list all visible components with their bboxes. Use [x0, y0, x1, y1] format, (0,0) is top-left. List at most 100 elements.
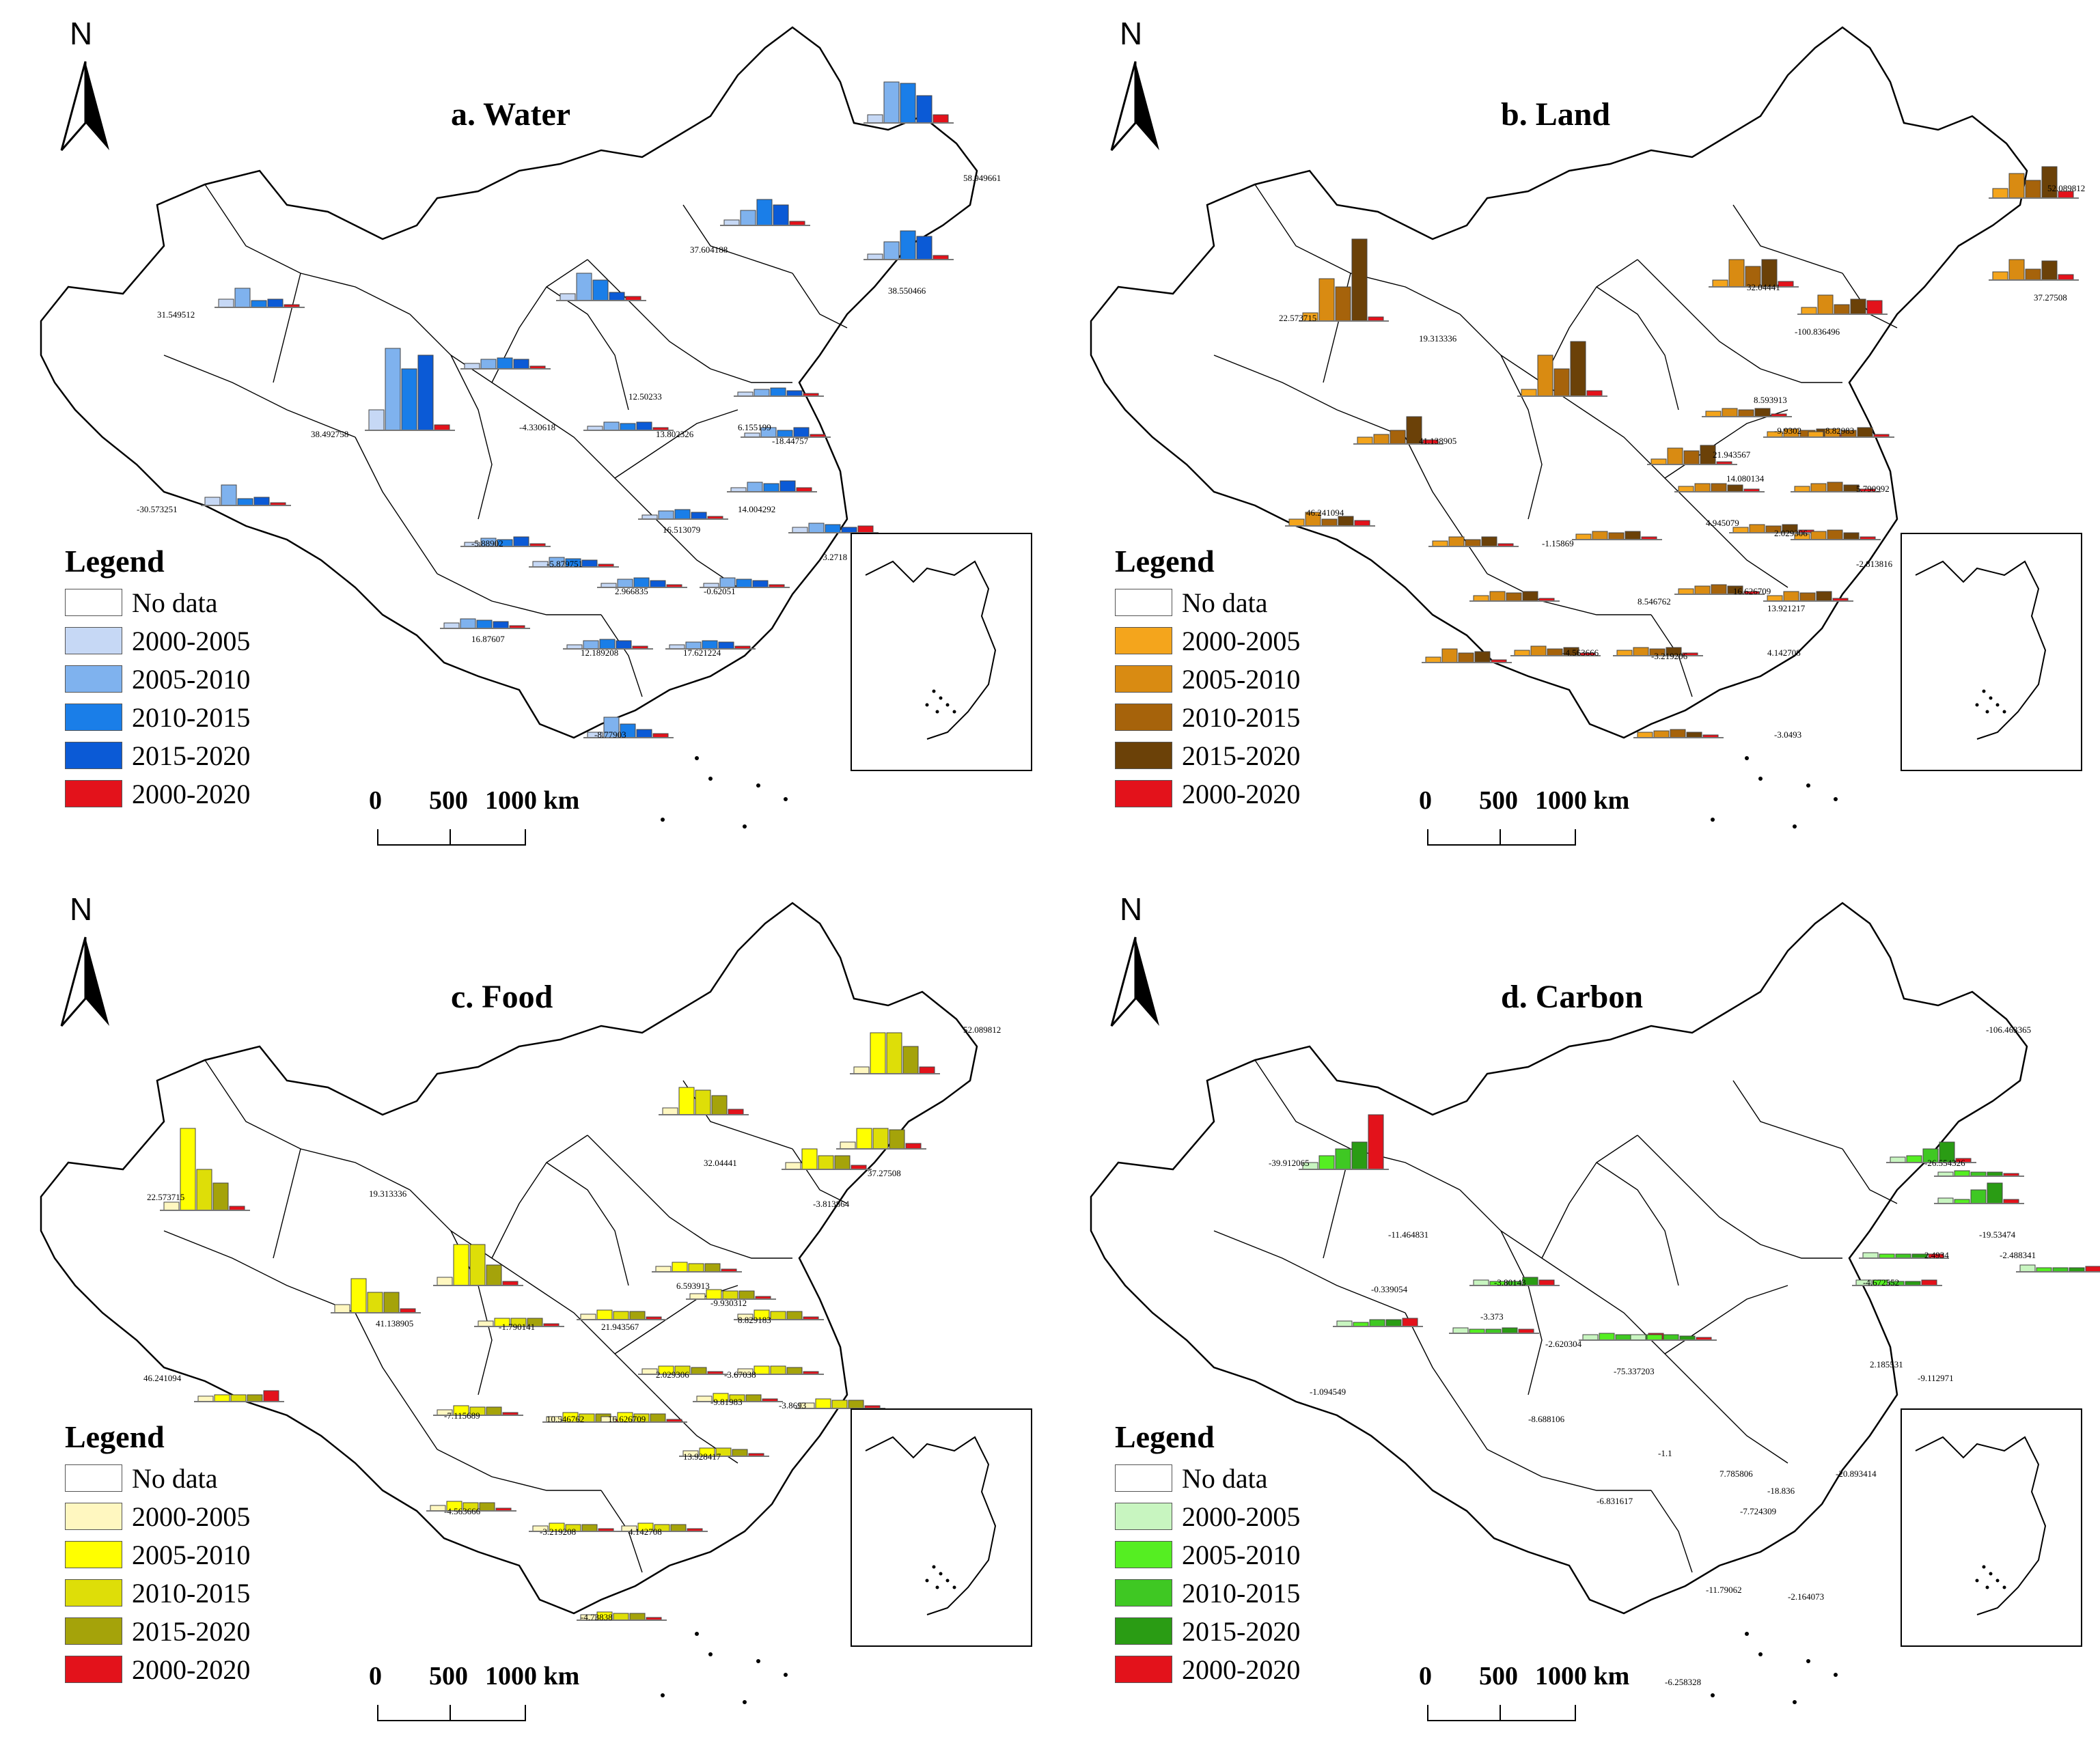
- glyph-bar-2: [1810, 531, 1827, 540]
- province-boundary: [1705, 518, 1788, 588]
- glyph-bar-2: [1530, 645, 1547, 656]
- glyph-bar-4: [1727, 484, 1743, 492]
- value-label: -4.563666: [444, 1506, 481, 1516]
- glyph-bar-4: [629, 1613, 646, 1621]
- legend-swatch: [1115, 704, 1172, 731]
- glyph-bar-2: [1599, 1333, 1615, 1341]
- value-label: 8.546762: [1638, 596, 1671, 607]
- legend-swatch: [1115, 742, 1172, 769]
- glyph-bar-3: [756, 199, 773, 226]
- legend-label: 2000-2020: [1182, 778, 1301, 809]
- glyph-bar-5: [1354, 520, 1370, 527]
- glyph-bar-2: [883, 81, 900, 124]
- value-label: 16.626709: [608, 1414, 646, 1424]
- glyph-bar-4: [786, 1367, 803, 1375]
- glyph-bar-3: [695, 1089, 711, 1115]
- value-label: 37.27508: [2034, 292, 2067, 303]
- value-label: 19.313336: [369, 1188, 407, 1199]
- glyph-bar-4: [1338, 516, 1354, 527]
- glyph-bar-4: [2041, 260, 2058, 281]
- legend-title: Legend: [1115, 1419, 1215, 1454]
- glyph-bar-3: [825, 524, 841, 533]
- province-boundary: [355, 1312, 438, 1450]
- value-label: -100.836496: [1795, 326, 1840, 337]
- glyph-bar-1: [723, 219, 740, 226]
- glyph-bar-5: [434, 424, 450, 431]
- glyph-bar-2: [754, 1365, 770, 1375]
- glyph-bar-4: [786, 1311, 803, 1320]
- glyph-bar-1: [655, 1266, 672, 1273]
- inset-map: [1901, 533, 2082, 771]
- value-label: 38.492758: [311, 429, 348, 439]
- glyph-bar-1: [334, 1304, 350, 1313]
- glyph-bar-3: [1547, 648, 1563, 656]
- legend-label: 2000-2005: [132, 1501, 251, 1532]
- province-boundary: [1405, 436, 1488, 574]
- inset-outline: [1915, 1436, 2047, 1615]
- legend-label: No data: [132, 587, 218, 618]
- glyph-bar-4: [417, 354, 434, 431]
- value-label: -5.88902: [471, 538, 503, 548]
- value-label: -2.620304: [1545, 1339, 1582, 1349]
- country-outline: [40, 26, 978, 739]
- value-label: 46.241094: [1306, 507, 1344, 518]
- scale-end: 1000 km: [1535, 1662, 1630, 1691]
- value-label: 22.573715: [1279, 313, 1316, 323]
- glyph-bar-2: [1653, 730, 1670, 738]
- glyph-bar-2: [596, 1309, 613, 1320]
- value-label: -18.44757: [772, 436, 809, 446]
- scale-tick: [450, 829, 451, 844]
- value-label: -7.724309: [1740, 1506, 1776, 1516]
- legend-label: 2000-2020: [132, 1654, 251, 1685]
- value-label: -3.219208: [540, 1527, 576, 1537]
- glyph-bar-4: [479, 1502, 495, 1512]
- glyph-bar-2: [1783, 591, 1799, 602]
- value-label: 22.573715: [147, 1192, 184, 1202]
- panel-land: 52.089812 22.573715 19.313336 32.04441 -100.…: [1050, 0, 2100, 876]
- glyph-bar-3: [401, 368, 417, 431]
- glyph-bar-4: [745, 1394, 762, 1402]
- legend-item: 2005-2010: [1115, 1535, 1361, 1574]
- north-arrow-icon: [60, 61, 109, 151]
- glyph-bar-5: [728, 1109, 744, 1115]
- glyph-bar-3: [1390, 430, 1406, 445]
- province-boundary: [355, 436, 438, 574]
- glyph-bar-1: [867, 253, 883, 260]
- glyph-bar-4: [609, 292, 625, 301]
- glyph-bar-3: [1663, 1334, 1679, 1341]
- scale-mid: 500: [429, 1662, 468, 1691]
- glyph-bar-4: [1351, 1141, 1368, 1170]
- glyph-bar-2: [747, 482, 763, 492]
- glyph-bar-4: [1570, 341, 1586, 397]
- island-mark: [1758, 777, 1763, 781]
- scale-zero: 0: [1419, 1662, 1432, 1691]
- value-label: 37.604188: [690, 245, 728, 255]
- value-label: 12.50233: [628, 391, 662, 402]
- island-mark: [1745, 756, 1749, 760]
- province-boundary: [1213, 354, 1406, 438]
- legend-label: 2000-2005: [132, 625, 251, 656]
- scale-tick: [1500, 1705, 1501, 1720]
- island-mark: [695, 1632, 699, 1636]
- scale-bar: 0 500 1000 km: [1419, 1661, 1651, 1736]
- province-boundary: [450, 354, 493, 520]
- glyph-bar-4: [786, 390, 803, 397]
- legend-item: 2000-2020: [65, 775, 311, 813]
- glyph-bar-5: [2085, 1266, 2100, 1273]
- glyph-bar-2: [1633, 647, 1649, 656]
- glyph-bar-2: [1954, 1170, 1970, 1177]
- legend-label: 2015-2020: [1182, 740, 1301, 771]
- glyph-bar-2: [214, 1394, 230, 1402]
- scale-zero: 0: [369, 786, 382, 815]
- glyph-bar-1: [662, 1107, 678, 1115]
- legend-item: 2000-2005: [1115, 622, 1361, 660]
- glyph-bar-3: [1553, 368, 1570, 397]
- island-mark: [695, 756, 699, 760]
- glyph-bar-5: [1921, 1279, 1937, 1286]
- glyph-bar-3: [592, 279, 609, 301]
- glyph-bar-5: [1368, 1114, 1384, 1170]
- glyph-bar-3: [1711, 584, 1727, 595]
- province-boundary: [1732, 204, 1843, 274]
- value-label: -9.112971: [1918, 1373, 1954, 1383]
- glyph-bar-2: [754, 389, 770, 397]
